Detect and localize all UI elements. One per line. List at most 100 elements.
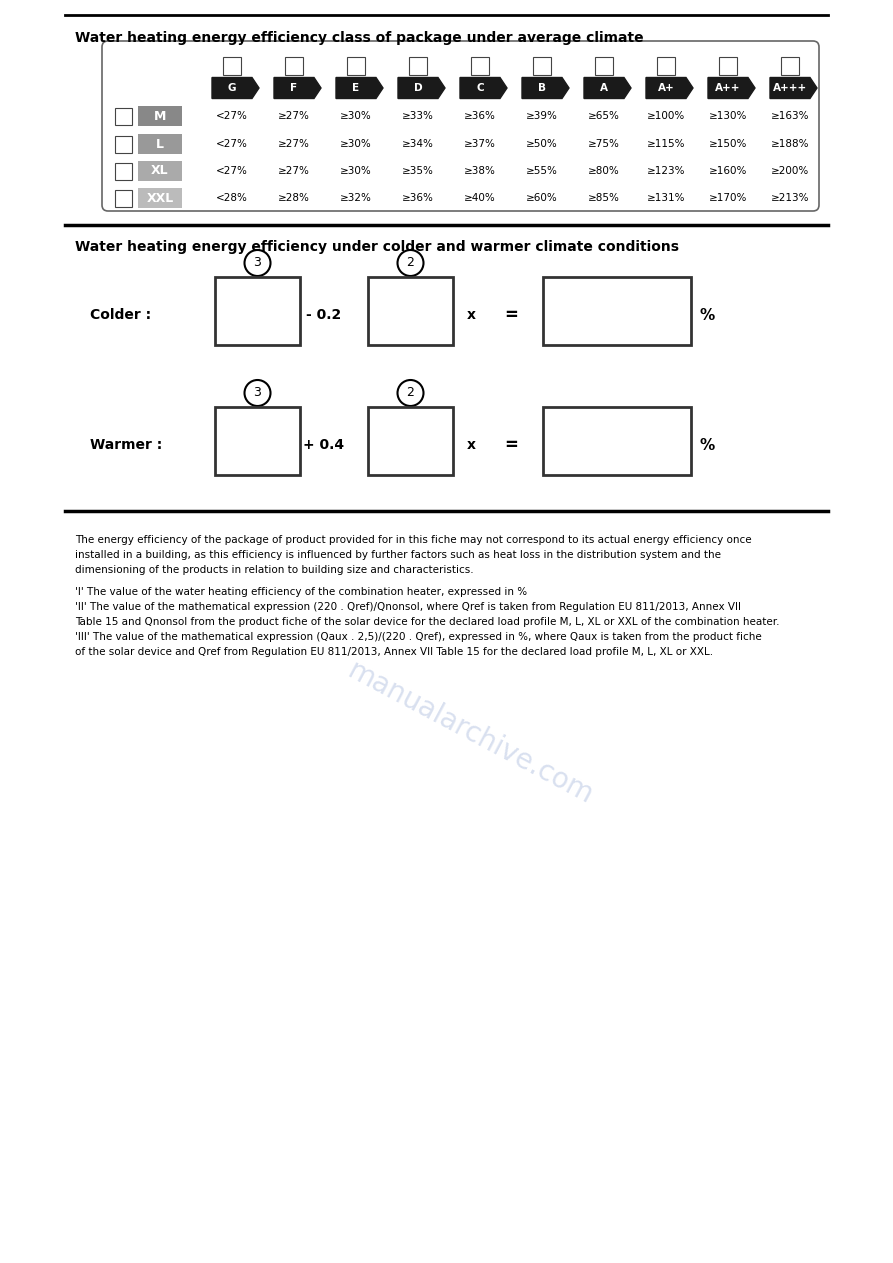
Polygon shape	[770, 77, 817, 99]
FancyBboxPatch shape	[138, 188, 182, 208]
Text: dimensioning of the products in relation to building size and characteristics.: dimensioning of the products in relation…	[75, 565, 473, 575]
Text: ≥163%: ≥163%	[771, 111, 809, 121]
Text: A: A	[600, 83, 608, 93]
Text: The energy efficiency of the package of product provided for in this fiche may n: The energy efficiency of the package of …	[75, 536, 752, 546]
FancyBboxPatch shape	[347, 57, 365, 75]
Bar	[543, 407, 691, 475]
Text: E: E	[353, 83, 360, 93]
FancyBboxPatch shape	[102, 40, 819, 211]
Text: <27%: <27%	[216, 111, 248, 121]
Text: ≥60%: ≥60%	[526, 193, 558, 203]
Text: L: L	[156, 138, 164, 150]
Text: - 0.2: - 0.2	[306, 308, 342, 322]
Text: ≥30%: ≥30%	[340, 139, 371, 149]
Text: 'I' The value of the water heating efficiency of the combination heater, express: 'I' The value of the water heating effic…	[75, 587, 527, 597]
Text: ≥160%: ≥160%	[709, 165, 747, 176]
Text: ≥27%: ≥27%	[278, 139, 310, 149]
Text: ≥38%: ≥38%	[464, 165, 496, 176]
Text: XXL: XXL	[146, 192, 173, 205]
FancyBboxPatch shape	[115, 189, 132, 207]
Text: Water heating energy efficiency under colder and warmer climate conditions: Water heating energy efficiency under co…	[75, 240, 679, 254]
Text: manualarchive.com: manualarchive.com	[342, 657, 597, 810]
Text: ≥35%: ≥35%	[402, 165, 434, 176]
Text: ≥213%: ≥213%	[771, 193, 809, 203]
Polygon shape	[646, 77, 693, 99]
Text: 2: 2	[406, 386, 414, 399]
Text: =: =	[504, 306, 518, 325]
Text: Warmer :: Warmer :	[90, 438, 163, 452]
Text: <27%: <27%	[216, 165, 248, 176]
FancyBboxPatch shape	[471, 57, 489, 75]
Text: + 0.4: + 0.4	[304, 438, 345, 452]
FancyBboxPatch shape	[409, 57, 427, 75]
Polygon shape	[584, 77, 631, 99]
Text: ≥28%: ≥28%	[278, 193, 310, 203]
Bar	[215, 407, 300, 475]
Text: A+++: A+++	[772, 83, 807, 93]
Text: ≥34%: ≥34%	[402, 139, 434, 149]
Text: x: x	[466, 438, 475, 452]
Text: ≥50%: ≥50%	[526, 139, 558, 149]
Text: ≥115%: ≥115%	[647, 139, 685, 149]
Bar	[368, 277, 453, 345]
Text: ≥150%: ≥150%	[709, 139, 747, 149]
Text: ≥36%: ≥36%	[464, 111, 496, 121]
Text: A++: A++	[715, 83, 741, 93]
Polygon shape	[212, 77, 259, 99]
Text: ≥32%: ≥32%	[340, 193, 372, 203]
Text: <27%: <27%	[216, 139, 248, 149]
Text: of the solar device and Qref from Regulation EU 811/2013, Annex VII Table 15 for: of the solar device and Qref from Regula…	[75, 647, 714, 657]
Text: %: %	[699, 437, 714, 452]
FancyBboxPatch shape	[115, 136, 132, 153]
Text: ≥170%: ≥170%	[709, 193, 747, 203]
Text: Table 15 and Qnonsol from the product fiche of the solar device for the declared: Table 15 and Qnonsol from the product fi…	[75, 618, 780, 626]
Text: %: %	[699, 307, 714, 322]
Text: ≥123%: ≥123%	[647, 165, 685, 176]
Polygon shape	[274, 77, 321, 99]
Polygon shape	[398, 77, 445, 99]
Text: 3: 3	[254, 256, 262, 269]
Text: ≥85%: ≥85%	[588, 193, 620, 203]
Text: x: x	[466, 308, 475, 322]
Text: ≥188%: ≥188%	[771, 139, 809, 149]
Text: ≥80%: ≥80%	[588, 165, 620, 176]
FancyBboxPatch shape	[138, 106, 182, 126]
Text: ≥30%: ≥30%	[340, 111, 371, 121]
Text: ≥33%: ≥33%	[402, 111, 434, 121]
Bar	[215, 277, 300, 345]
Text: ≥65%: ≥65%	[588, 111, 620, 121]
Text: ≥36%: ≥36%	[402, 193, 434, 203]
Text: 'II' The value of the mathematical expression (220 . Qref)/Qnonsol, where Qref i: 'II' The value of the mathematical expre…	[75, 602, 741, 613]
FancyBboxPatch shape	[115, 109, 132, 125]
Text: ≥130%: ≥130%	[709, 111, 747, 121]
Polygon shape	[336, 77, 383, 99]
Text: XL: XL	[151, 164, 169, 178]
Bar	[543, 277, 691, 345]
Text: 'III' The value of the mathematical expression (Qaux . 2,5)/(220 . Qref), expres: 'III' The value of the mathematical expr…	[75, 632, 762, 642]
Text: =: =	[504, 436, 518, 453]
Text: ≥30%: ≥30%	[340, 165, 371, 176]
Text: ≥55%: ≥55%	[526, 165, 558, 176]
Text: B: B	[538, 83, 546, 93]
Text: F: F	[290, 83, 297, 93]
Text: ≥40%: ≥40%	[464, 193, 496, 203]
FancyBboxPatch shape	[657, 57, 675, 75]
FancyBboxPatch shape	[138, 160, 182, 181]
Text: ≥131%: ≥131%	[647, 193, 685, 203]
Text: 2: 2	[406, 256, 414, 269]
Text: ≥200%: ≥200%	[771, 165, 809, 176]
FancyBboxPatch shape	[595, 57, 613, 75]
FancyBboxPatch shape	[285, 57, 303, 75]
Text: ≥39%: ≥39%	[526, 111, 558, 121]
Text: M: M	[154, 110, 166, 123]
Text: ≥27%: ≥27%	[278, 111, 310, 121]
Text: ≥100%: ≥100%	[647, 111, 685, 121]
Text: Colder :: Colder :	[90, 308, 151, 322]
FancyBboxPatch shape	[223, 57, 241, 75]
Text: Water heating energy efficiency class of package under average climate: Water heating energy efficiency class of…	[75, 32, 644, 45]
Text: <28%: <28%	[216, 193, 248, 203]
Text: A+: A+	[657, 83, 674, 93]
Polygon shape	[460, 77, 507, 99]
FancyBboxPatch shape	[719, 57, 737, 75]
FancyBboxPatch shape	[138, 134, 182, 154]
